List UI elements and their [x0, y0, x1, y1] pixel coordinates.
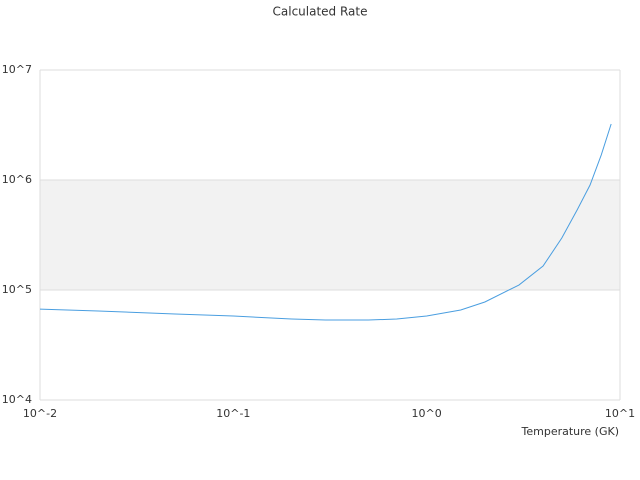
y-tick-label: 10^5: [2, 283, 32, 296]
line: [39, 123, 612, 321]
y-tick-label: 10^4: [2, 393, 32, 406]
x-axis-label: Temperature (GK): [521, 425, 620, 438]
chart-title: Calculated Rate: [273, 5, 368, 19]
y-tick-label: 10^7: [2, 63, 32, 76]
x-tick-label: 10^1: [605, 407, 635, 420]
grid-band: [40, 180, 620, 290]
x-tick-label: 10^0: [412, 407, 442, 420]
x-tick-label: 10^-2: [23, 407, 57, 420]
y-tick-label: 10^6: [2, 173, 32, 186]
x-tick-label: 10^-1: [216, 407, 250, 420]
